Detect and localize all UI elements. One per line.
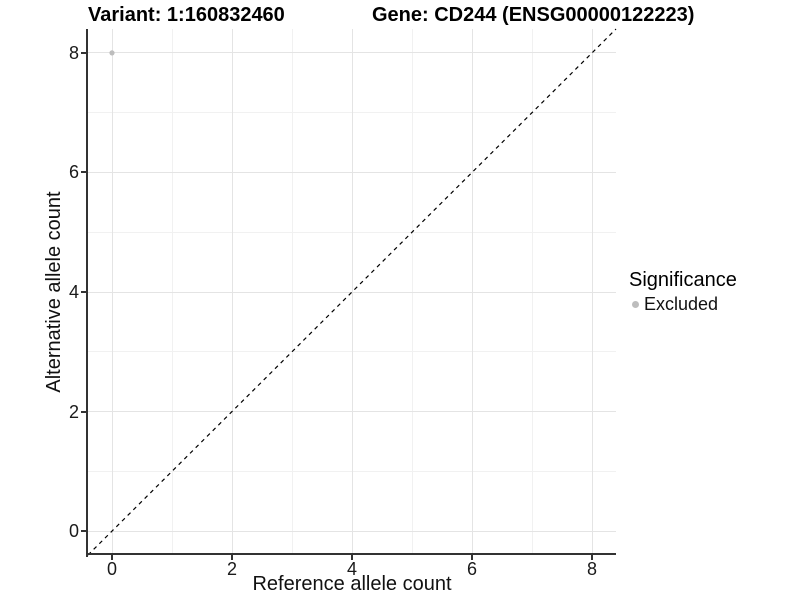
x-tick-mark <box>351 555 353 560</box>
x-tick-label: 0 <box>106 559 117 579</box>
gene-title: Gene: CD244 (ENSG00000122223) <box>372 4 695 26</box>
plot-canvas <box>87 28 617 556</box>
x-tick-mark <box>111 555 113 560</box>
major-gridline-y <box>88 52 616 54</box>
x-axis-title: Reference allele count <box>252 573 452 595</box>
y-tick-mark <box>81 530 86 533</box>
variant-title: Variant: 1:160832460 <box>88 4 285 26</box>
major-gridline-y <box>88 171 616 173</box>
x-tick-mark <box>231 555 233 560</box>
legend-entry: Excluded <box>629 293 737 315</box>
y-tick-mark <box>81 410 86 413</box>
legend-title: Significance <box>629 269 737 291</box>
legend-entry-label: Excluded <box>644 294 719 314</box>
y-tick-mark <box>81 51 86 54</box>
y-tick-label: 6 <box>68 162 79 183</box>
legend: Significance Excluded <box>629 268 737 315</box>
major-gridline-y <box>88 411 616 413</box>
y-tick-label: 0 <box>68 521 79 542</box>
y-tick-label: 8 <box>68 42 79 63</box>
legend-entries: Excluded <box>629 293 737 315</box>
x-tick-mark <box>471 555 473 560</box>
y-tick-mark <box>81 171 86 174</box>
x-tick-label: 2 <box>226 559 237 579</box>
y-tick-label: 4 <box>68 282 79 302</box>
y-tick-label: 2 <box>68 401 79 422</box>
major-gridline-y <box>88 291 616 293</box>
x-axis-line <box>86 553 616 555</box>
identity-reference-line <box>87 28 617 556</box>
legend-key-dot <box>632 300 639 308</box>
x-tick-label: 4 <box>346 559 357 579</box>
x-tick-mark <box>591 555 593 560</box>
major-gridline-y <box>88 530 616 532</box>
x-tick-label: 8 <box>586 559 597 579</box>
x-tick-label: 6 <box>466 559 477 579</box>
y-tick-mark <box>81 291 86 293</box>
plot-panel <box>87 28 617 556</box>
y-axis-title: Alternative allele count <box>43 191 65 393</box>
data-point <box>109 50 115 56</box>
y-axis-line <box>86 29 88 557</box>
